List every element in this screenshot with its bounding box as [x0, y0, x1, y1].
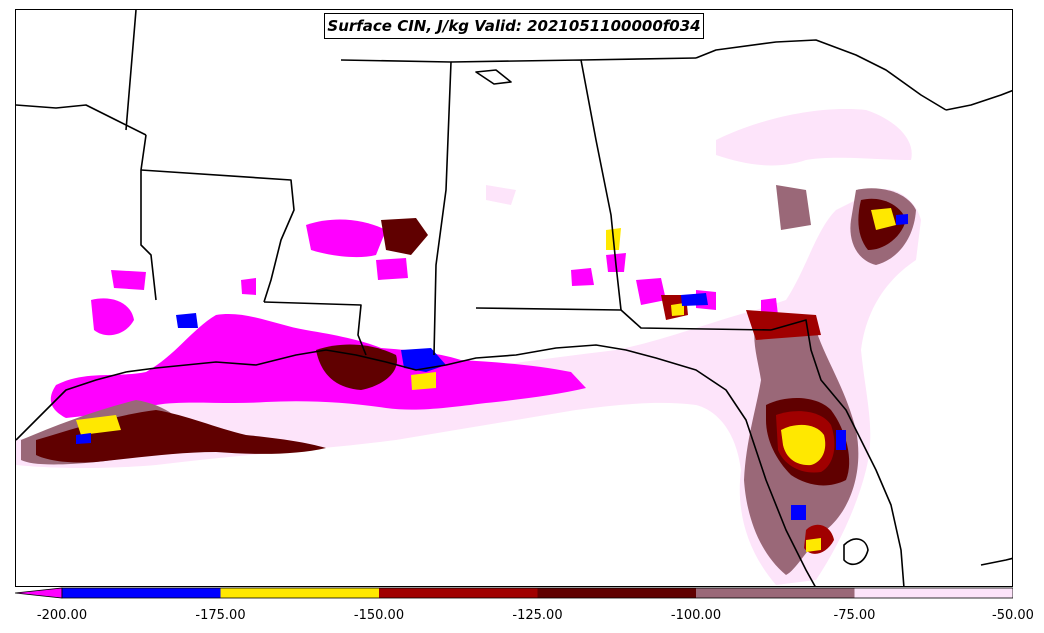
- colorbar-tick-label: -200.00: [36, 608, 88, 623]
- colorbar-extend-triangle: [15, 587, 63, 599]
- colorbar-bin-4: [696, 588, 855, 598]
- cin-field-map: [16, 10, 1012, 586]
- colorbar: [15, 587, 1013, 599]
- colorbar-bin-1: [220, 588, 379, 598]
- colorbar-tick-label: -150.00: [353, 608, 405, 623]
- colorbar-bin-2: [379, 588, 538, 598]
- colorbar-tick-label: -50.00: [992, 608, 1034, 623]
- state-borders: [16, 10, 1012, 586]
- map-panel: [15, 9, 1013, 587]
- colorbar-bins: [62, 588, 1013, 598]
- colorbar-bin-0: [62, 588, 221, 598]
- cin-shading-yellow: [76, 208, 896, 552]
- map-title: Surface CIN, J/kg Valid: 2021051100000f0…: [324, 13, 704, 39]
- colorbar-tick-label: -75.00: [833, 608, 876, 623]
- colorbar-bin-5: [854, 588, 1013, 598]
- colorbar-tick-label: -175.00: [195, 608, 246, 623]
- colorbar-bin-3: [537, 588, 696, 598]
- colorbar-outline: [61, 587, 1013, 599]
- cin-shading-magenta: [50, 219, 778, 418]
- colorbar-tick-label: -125.00: [512, 608, 563, 623]
- colorbar-tick-label: -100.00: [670, 608, 722, 623]
